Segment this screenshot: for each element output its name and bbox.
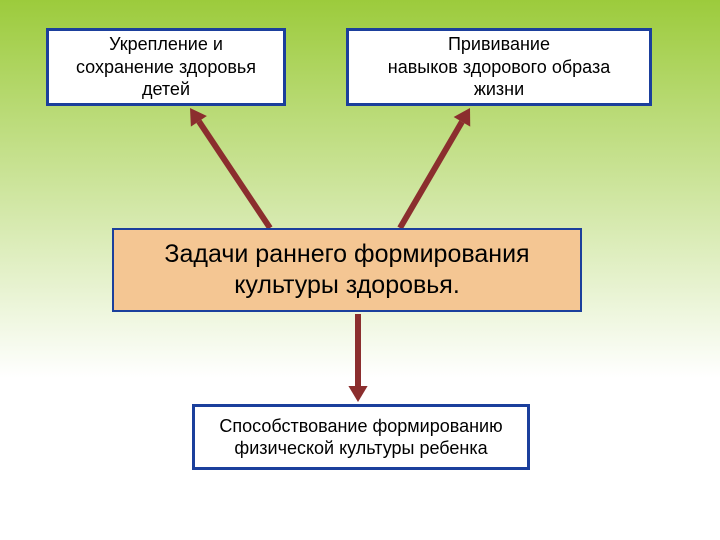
node-physical-culture: Способствование формированиюфизической к…	[192, 404, 530, 470]
node-central-tasks: Задачи раннего формированиякультуры здор…	[112, 228, 582, 312]
node-strengthening-health: Укрепление исохранение здоровьядетей	[46, 28, 286, 106]
node-label: Способствование формированиюфизической к…	[219, 415, 502, 460]
node-instilling-habits: Прививаниенавыков здорового образажизни	[346, 28, 652, 106]
node-label: Прививаниенавыков здорового образажизни	[388, 33, 610, 101]
node-label: Задачи раннего формированиякультуры здор…	[164, 239, 529, 302]
node-label: Укрепление исохранение здоровьядетей	[76, 33, 256, 101]
